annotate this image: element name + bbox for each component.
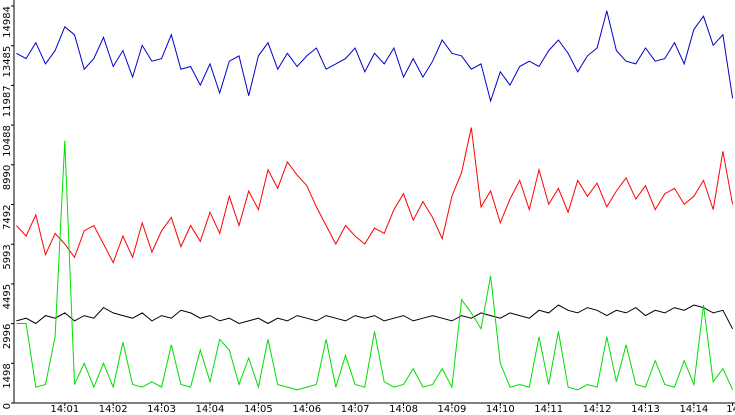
x-tick-label: 14:08 xyxy=(389,404,418,415)
data-line xyxy=(16,140,734,391)
data-line xyxy=(16,304,734,330)
x-tick-label: 14 xyxy=(726,404,735,415)
y-tick-label: 7492 xyxy=(2,205,13,230)
x-tick-label: 14:12 xyxy=(583,404,612,415)
y-tick-label: 4495 xyxy=(2,284,13,309)
x-tick-label: 14:05 xyxy=(244,404,273,415)
x-tick-label: 14:07 xyxy=(341,404,370,415)
x-tick-label: 14:04 xyxy=(196,404,225,415)
y-tick-label: 14984 xyxy=(2,6,13,38)
y-tick-label: 8990 xyxy=(2,165,13,190)
x-tick-label: 14:01 xyxy=(50,404,79,415)
x-tick-label: 14:14 xyxy=(679,404,708,415)
y-tick-label: 11987 xyxy=(2,85,13,117)
x-tick-label: 14:09 xyxy=(438,404,467,415)
y-tick-label: 0 xyxy=(2,403,13,409)
x-tick-label: 14:06 xyxy=(292,404,321,415)
data-line xyxy=(16,10,734,103)
x-tick-label: 14:03 xyxy=(147,404,176,415)
data-line xyxy=(16,127,734,264)
y-tick-label: 10488 xyxy=(2,125,13,157)
x-tick-label: 14:10 xyxy=(486,404,515,415)
x-tick-label: 14:02 xyxy=(99,404,128,415)
y-tick-label: 1498 xyxy=(2,363,13,388)
x-tick-label: 14:13 xyxy=(631,404,660,415)
x-tick-label: 14:11 xyxy=(534,404,563,415)
y-tick-label: 5993 xyxy=(2,244,13,269)
y-tick-label: 13485 xyxy=(2,46,13,78)
y-tick-label: 2996 xyxy=(2,324,13,349)
